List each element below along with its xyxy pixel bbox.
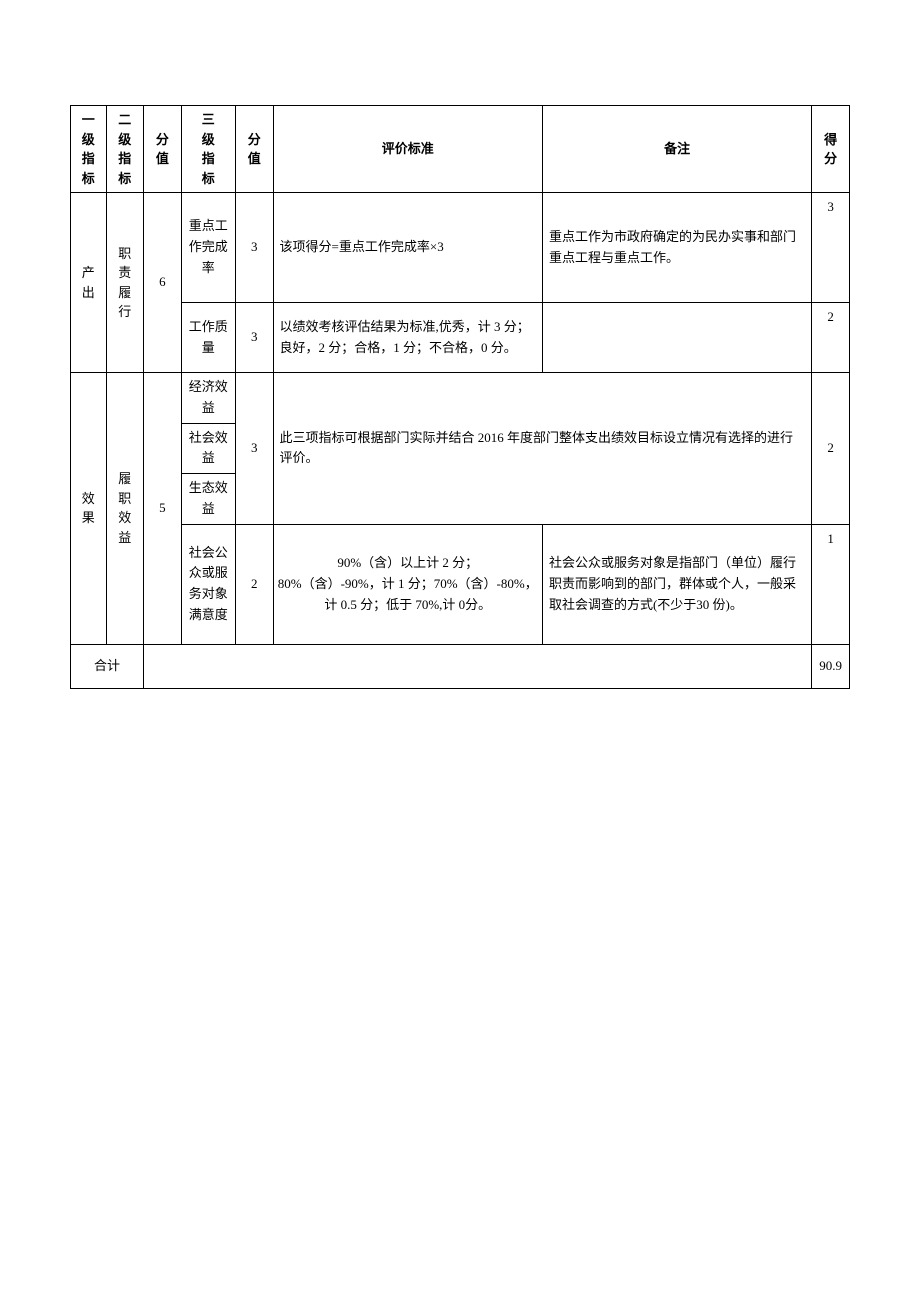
cell-score-3c: 3 — [235, 373, 273, 525]
cell-lvl3-eco: 生态效益 — [181, 474, 235, 525]
cell-lvl1-output: 产出 — [71, 193, 107, 373]
cell-got-1: 3 — [812, 193, 850, 303]
cell-total-label: 合计 — [71, 644, 144, 688]
cell-total-blank — [144, 644, 812, 688]
cell-criteria-4: 90%（含）以上计 2 分； 80%（含）-90%，计 1 分；70%（含）-8… — [273, 524, 542, 644]
cell-lvl3-quality: 工作质量 — [181, 303, 235, 373]
cell-lvl2-duty: 职责履行 — [106, 193, 144, 373]
cell-score-3a: 3 — [235, 193, 273, 303]
th-got: 得分 — [812, 106, 850, 193]
th-score2: 分值 — [235, 106, 273, 193]
cell-got-merged: 2 — [812, 373, 850, 525]
cell-remark-2 — [542, 303, 811, 373]
cell-lvl3-social: 社会效益 — [181, 423, 235, 474]
cell-lvl1-effect: 效果 — [71, 373, 107, 645]
cell-lvl3-keywork: 重点工作完成率 — [181, 193, 235, 303]
th-remark: 备注 — [542, 106, 811, 193]
cell-criteria-1: 该项得分=重点工作完成率×3 — [273, 193, 542, 303]
cell-lvl2-benefit: 履职效益 — [106, 373, 144, 645]
cell-lvl2-score: 6 — [144, 193, 182, 373]
evaluation-table: 一级指标 二级指标 分值 三级指标 分值 评价标准 备注 得分 产出 职责履行 … — [70, 105, 850, 689]
cell-lvl3-econ: 经济效益 — [181, 373, 235, 424]
cell-total-value: 90.9 — [812, 644, 850, 688]
cell-score-2: 2 — [235, 524, 273, 644]
th-lvl1: 一级指标 — [71, 106, 107, 193]
cell-got-4: 1 — [812, 524, 850, 644]
table-row: 社会公众或服务对象满意度 2 90%（含）以上计 2 分； 80%（含）-90%… — [71, 524, 850, 644]
table-header-row: 一级指标 二级指标 分值 三级指标 分值 评价标准 备注 得分 — [71, 106, 850, 193]
th-lvl3: 三级指标 — [181, 106, 235, 193]
cell-remark-4: 社会公众或服务对象是指部门（单位）履行职责而影响到的部门，群体或个人，一般采取社… — [542, 524, 811, 644]
th-criteria: 评价标准 — [273, 106, 542, 193]
table-row: 产出 职责履行 6 重点工作完成率 3 该项得分=重点工作完成率×3 重点工作为… — [71, 193, 850, 303]
cell-lvl2-score2: 5 — [144, 373, 182, 645]
cell-score-3b: 3 — [235, 303, 273, 373]
cell-criteria-2: 以绩效考核评估结果为标准,优秀，计 3 分；良好，2 分；合格，1 分；不合格，… — [273, 303, 542, 373]
table-row: 工作质量 3 以绩效考核评估结果为标准,优秀，计 3 分；良好，2 分；合格，1… — [71, 303, 850, 373]
cell-got-2: 2 — [812, 303, 850, 373]
cell-remark-1: 重点工作为市政府确定的为民办实事和部门重点工程与重点工作。 — [542, 193, 811, 303]
document-page: 一级指标 二级指标 分值 三级指标 分值 评价标准 备注 得分 产出 职责履行 … — [0, 0, 920, 1302]
table-row-total: 合计 90.9 — [71, 644, 850, 688]
cell-criteria-merged: 此三项指标可根据部门实际并结合 2016 年度部门整体支出绩效目标设立情况有选择… — [273, 373, 812, 525]
cell-lvl3-satisfaction: 社会公众或服务对象满意度 — [181, 524, 235, 644]
th-score: 分值 — [144, 106, 182, 193]
th-lvl2: 二级指标 — [106, 106, 144, 193]
table-row: 效果 履职效益 5 经济效益 3 此三项指标可根据部门实际并结合 2016 年度… — [71, 373, 850, 424]
